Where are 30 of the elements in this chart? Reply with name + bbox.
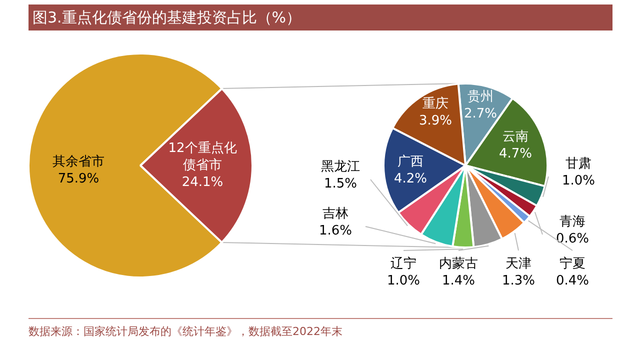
data-label: 1.3%: [502, 274, 536, 288]
source-note: 数据来源：国家统计局发布的《统计年鉴》，数据截至2022年末: [28, 325, 342, 338]
slice-label: 宁夏: [560, 256, 586, 272]
chart-title: 图3.重点化债省份的基建投资占比（%）: [32, 8, 302, 26]
data-label: 3.9%: [418, 114, 452, 128]
slice-label: 贵州: [468, 90, 494, 104]
data-label: 1.0%: [562, 174, 596, 188]
data-label: 0.4%: [556, 274, 590, 288]
data-label: 1.6%: [318, 224, 352, 238]
slice-label: 黑龙江: [321, 160, 360, 174]
data-label: 4.2%: [394, 172, 428, 186]
slice-label: 吉林: [322, 206, 348, 222]
data-label: 0.6%: [556, 232, 590, 246]
data-label: 75.9%: [58, 172, 100, 186]
slice-label: 云南: [502, 130, 528, 144]
slice-label: 重庆: [422, 96, 448, 112]
data-label: 1.5%: [324, 176, 358, 192]
data-label: 2.7%: [464, 106, 498, 122]
slice-label: 天津: [506, 256, 532, 272]
slice-label: 辽宁: [390, 256, 416, 272]
slice-label: 12个重点化债省市: [168, 141, 237, 173]
data-label: 1.4%: [442, 274, 476, 288]
slice-label: 内蒙古: [439, 256, 478, 272]
slice-label: 广西: [398, 154, 424, 170]
slice-label: 其余省市: [52, 154, 104, 170]
data-label: 24.1%: [182, 175, 224, 190]
slice-label: 青海: [560, 214, 586, 230]
data-label: 4.7%: [498, 146, 532, 162]
slice-label: 甘肃: [566, 156, 592, 172]
data-label: 1.0%: [386, 274, 420, 288]
